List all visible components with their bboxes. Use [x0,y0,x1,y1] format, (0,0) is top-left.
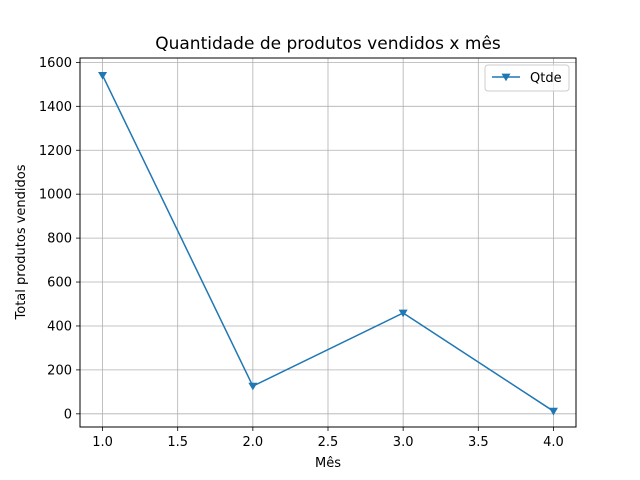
x-tick-label: 3.0 [393,435,414,450]
x-tick-label: 1.0 [92,435,113,450]
y-tick-label: 1400 [39,100,72,115]
y-tick-label: 1200 [39,144,72,159]
x-tick-label: 2.5 [318,435,339,450]
x-tick-label: 2.0 [243,435,264,450]
x-axis-label: Mês [315,456,341,471]
y-axis-ticks: 0 200 400 600 800 1000 1200 1400 1600 [39,56,80,422]
legend-box [484,64,570,92]
x-tick-label: 4.0 [543,435,564,450]
y-tick-label: 1000 [39,188,72,203]
y-tick-label: 200 [47,363,72,378]
x-axis-ticks: 1.0 1.5 2.0 2.5 3.0 3.5 4.0 [92,427,564,450]
y-axis-label: Total produtos vendidos [14,164,29,320]
y-tick-label: 800 [47,232,72,247]
y-tick-label: 1600 [39,56,72,71]
data-point [98,71,108,80]
data-point [548,407,558,416]
y-tick-label: 600 [47,276,72,291]
legend-label: Qtde [530,71,562,86]
series-line [101,75,554,412]
legend: Qtde [484,64,570,92]
series-layer [98,71,558,416]
chart-title: Quantidade de produtos vendidos x mês [155,34,501,54]
y-tick-label: 400 [47,319,72,334]
grid [80,58,576,427]
x-tick-label: 1.5 [167,435,188,450]
y-tick-label: 0 [64,407,72,422]
data-point [398,309,408,318]
legend-marker [501,73,511,82]
data-point [248,382,258,391]
x-tick-label: 3.5 [468,435,489,450]
